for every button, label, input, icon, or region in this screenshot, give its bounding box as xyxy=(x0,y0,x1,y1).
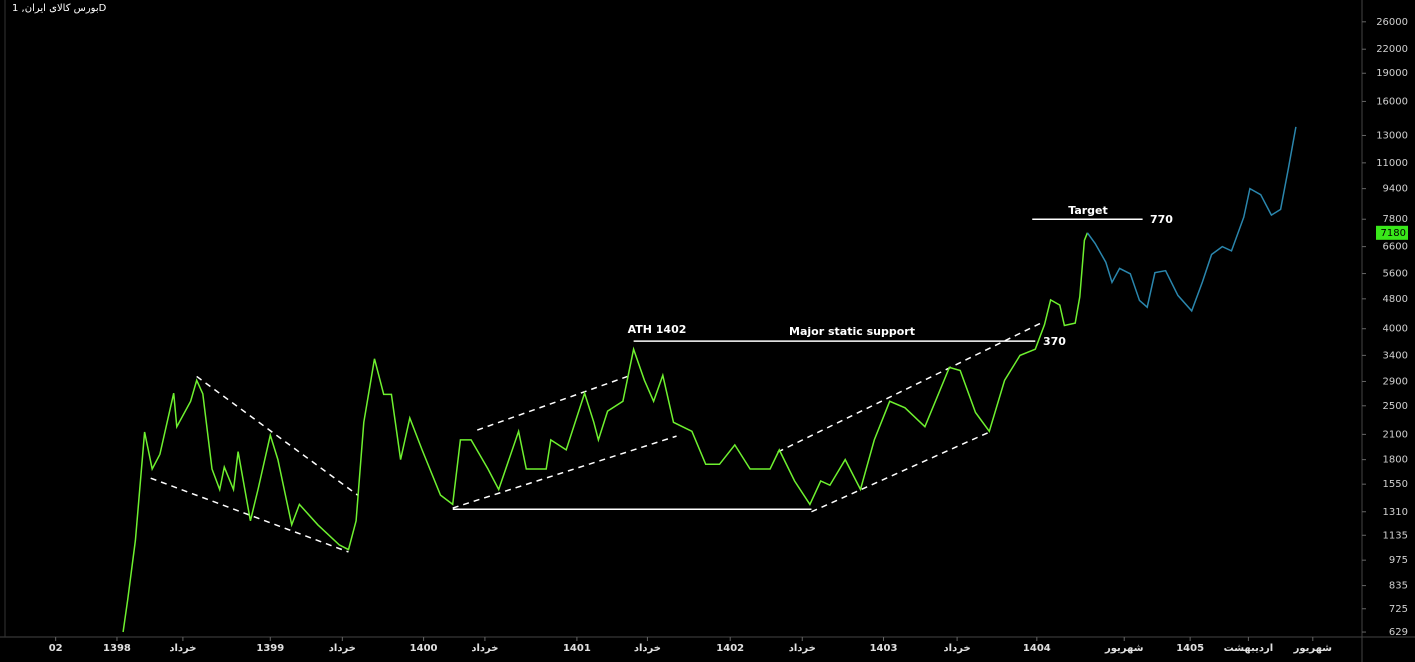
x-tick-label: شهریور xyxy=(1104,643,1144,654)
x-tick-label: خرداد xyxy=(789,643,816,654)
last-price-label: 7180 xyxy=(1381,228,1406,239)
x-tick-label: 1398 xyxy=(103,643,131,654)
x-tick-label: 1400 xyxy=(410,643,438,654)
annotation: 370 xyxy=(1043,335,1066,348)
y-tick-label: 16000 xyxy=(1376,96,1408,107)
y-tick-label: 22000 xyxy=(1376,44,1408,55)
drawing-line xyxy=(196,375,359,496)
x-tick-label: 1402 xyxy=(716,643,744,654)
y-tick-label: 13000 xyxy=(1376,130,1408,141)
y-tick-label: 2500 xyxy=(1383,401,1408,412)
annotation: Target xyxy=(1068,204,1108,217)
y-tick-label: 26000 xyxy=(1376,17,1408,28)
y-tick-label: 1135 xyxy=(1383,530,1408,541)
y-tick-label: 629 xyxy=(1389,627,1408,638)
y-tick-label: 1550 xyxy=(1383,479,1408,490)
x-tick-label: اردیبهشت xyxy=(1224,643,1274,654)
y-tick-label: 725 xyxy=(1389,604,1408,615)
x-tick-label: 02 xyxy=(49,643,63,654)
x-tick-label: 1403 xyxy=(870,643,898,654)
y-tick-label: 1800 xyxy=(1383,455,1408,466)
y-tick-label: 6600 xyxy=(1383,242,1408,253)
x-tick-label: خرداد xyxy=(944,643,971,654)
y-tick-label: 5600 xyxy=(1383,269,1408,280)
x-tick-label: 1405 xyxy=(1176,643,1204,654)
y-tick-label: 2100 xyxy=(1383,429,1408,440)
x-tick-label: شهریور xyxy=(1293,643,1333,654)
y-tick-label: 11000 xyxy=(1376,158,1408,169)
y-tick-label: 7800 xyxy=(1383,214,1408,225)
x-tick-label: خرداد xyxy=(329,643,356,654)
x-tick-label: خرداد xyxy=(634,643,661,654)
y-tick-label: 3400 xyxy=(1383,350,1408,361)
annotation: 770 xyxy=(1150,213,1173,226)
y-tick-label: 4800 xyxy=(1383,294,1408,305)
x-tick-label: خرداد xyxy=(471,643,498,654)
annotation: ATH 1402 xyxy=(628,323,687,336)
drawing-line xyxy=(476,375,628,431)
y-tick-label: 4000 xyxy=(1383,324,1408,335)
y-tick-label: 975 xyxy=(1389,555,1408,566)
drawing-line xyxy=(150,477,349,553)
drawing-line xyxy=(777,321,1044,453)
y-tick-label: 835 xyxy=(1389,581,1408,592)
last-price-box xyxy=(1376,225,1408,240)
x-tick-label: 1399 xyxy=(256,643,284,654)
x-tick-label: خرداد xyxy=(169,643,196,654)
y-tick-label: 2900 xyxy=(1383,376,1408,387)
chart-title: بورس کالای ایران, 1D xyxy=(12,3,107,14)
y-tick-label: 1310 xyxy=(1383,507,1408,518)
x-tick-label: 1401 xyxy=(563,643,591,654)
x-tick-label: 1404 xyxy=(1023,643,1051,654)
annotation: Major static support xyxy=(789,325,915,338)
y-tick-label: 9400 xyxy=(1383,184,1408,195)
price-line xyxy=(122,232,1089,633)
y-tick-label: 19000 xyxy=(1376,68,1408,79)
price-line xyxy=(1086,126,1297,313)
